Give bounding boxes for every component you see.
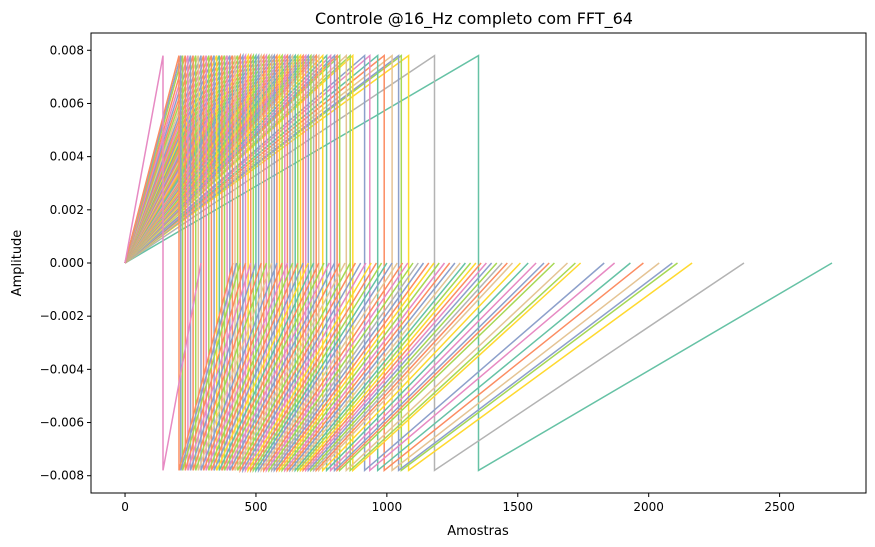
series-line [124,53,404,473]
series-line [124,53,477,473]
series-line [124,55,309,471]
series-line [124,53,414,473]
y-tick-label: 0.002 [50,203,84,217]
x-axis: 0 500 1000 1500 2000 2500 [121,493,795,514]
series-line [124,53,498,473]
y-tick-label: −0.004 [40,362,84,376]
series-line [124,55,257,471]
series-line [124,55,234,471]
series-line [124,55,315,471]
series-line [124,55,273,471]
series-line [124,52,372,474]
series-line [124,53,456,473]
y-tick-label: 0.006 [50,96,84,110]
x-tick-label: 1500 [503,500,534,514]
series-line [124,53,466,473]
series-line [124,54,833,472]
y-axis: −0.008 −0.006 −0.004 −0.002 0.000 0.002 0.004 0… [40,43,91,483]
plot-lines [124,52,833,474]
series-line [124,55,252,471]
series-line [124,55,294,471]
series-line [124,53,425,473]
series-line [124,53,487,473]
series-line [124,55,289,471]
x-tick-label: 2000 [633,500,664,514]
series-line [124,55,346,471]
y-tick-label: −0.008 [40,469,84,483]
series-line [124,55,283,471]
x-tick-label: 500 [244,500,267,514]
x-tick-label: 2500 [764,500,795,514]
series-line [124,53,435,473]
series-line [124,55,304,471]
series-line [124,55,262,471]
series-line [124,55,268,471]
series-line [124,52,362,474]
x-tick-label: 0 [121,500,129,514]
chart-title: Controle @16_Hz completo com FFT_64 [315,9,633,29]
series-line [124,55,330,471]
series-line [124,53,582,473]
series-line [124,55,336,471]
series-line [124,55,320,471]
y-axis-label: Amplitude [10,230,25,297]
series-line [124,53,508,473]
series-line [124,53,393,473]
series-line [124,53,550,473]
series-line [124,52,383,474]
series-line [124,53,446,473]
x-tick-label: 1000 [372,500,403,514]
series-line [124,55,299,471]
series-line [124,55,325,471]
y-tick-label: 0.008 [50,43,84,57]
series-line [124,55,202,471]
series-line [124,53,529,473]
y-tick-label: −0.002 [40,309,84,323]
series-line [124,54,644,472]
x-axis-label: Amostras [447,524,509,539]
series-line [124,55,238,471]
series-line [124,55,241,471]
series-line [124,55,247,471]
y-tick-label: 0.000 [50,256,84,270]
y-tick-label: 0.004 [50,150,84,164]
y-tick-label: −0.006 [40,416,84,430]
